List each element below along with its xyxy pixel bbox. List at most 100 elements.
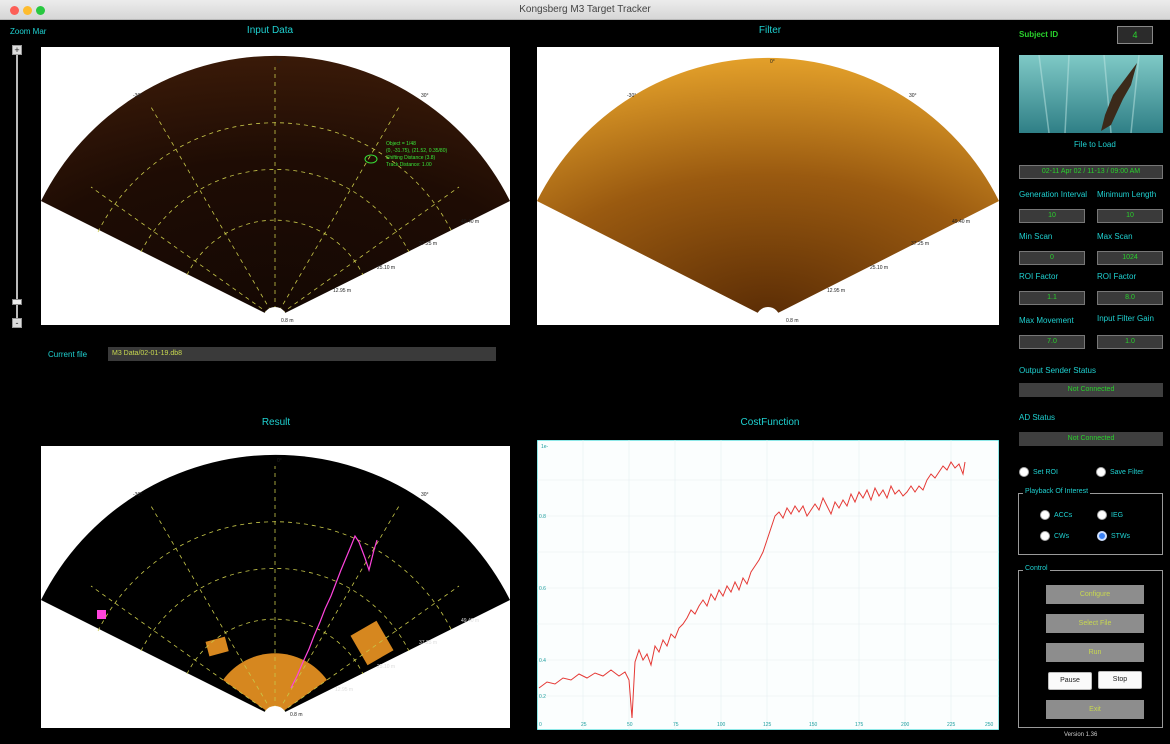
result-sonar-fan bbox=[41, 454, 510, 717]
sonar-origin bbox=[263, 307, 287, 325]
zoom-slider-handle[interactable] bbox=[12, 299, 22, 305]
max-movement-field[interactable]: 7.0 bbox=[1019, 335, 1085, 349]
input-data-panel[interactable]: Object = 1/48 (0, -31.75), (21.52, 0.35/… bbox=[41, 47, 510, 325]
playback-option-label: ACCs bbox=[1054, 511, 1073, 519]
range-ring bbox=[186, 219, 364, 276]
plot-frame bbox=[537, 440, 999, 730]
angle-label: 0° bbox=[770, 59, 775, 65]
range-label: 0.8 m bbox=[290, 712, 303, 718]
zoom-slider-track[interactable] bbox=[16, 55, 18, 320]
radio-dot[interactable] bbox=[1040, 531, 1050, 541]
cost-function-panel[interactable]: 0 25 50 75 100 125 150 175 200 225 250 1… bbox=[537, 440, 999, 730]
exit-button[interactable]: Exit bbox=[1046, 700, 1144, 719]
roi-region[interactable] bbox=[350, 620, 394, 666]
x-tick-label: 200 bbox=[901, 722, 910, 728]
filter-panel[interactable]: 0° -30° 30° 0.8 m 12.95 m 25.10 m 37.25 … bbox=[537, 47, 999, 325]
playback-option-stws[interactable]: STWs bbox=[1097, 531, 1130, 541]
tracked-target-marker[interactable] bbox=[364, 154, 378, 164]
zoom-label: Zoom Mar bbox=[10, 27, 47, 36]
range-label: 25.10 m bbox=[377, 664, 395, 670]
pause-button[interactable]: Pause bbox=[1048, 672, 1092, 690]
range-label: 12.95 m bbox=[333, 288, 351, 294]
range-label: 37.25 m bbox=[419, 241, 437, 247]
output-sender-status-label: Output Sender Status bbox=[1019, 366, 1096, 375]
range-label: 25.10 m bbox=[870, 265, 888, 271]
minimize-window-button[interactable] bbox=[23, 6, 32, 15]
playback-option-ieg[interactable]: IEG bbox=[1097, 510, 1123, 520]
radio-dot-selected[interactable] bbox=[1097, 531, 1107, 541]
playback-option-label: IEG bbox=[1111, 511, 1124, 519]
angle-label: -30° bbox=[627, 93, 636, 99]
result-title: Result bbox=[261, 417, 291, 428]
roi-factor-field[interactable]: 1.1 bbox=[1019, 291, 1085, 305]
roi-factor-label: ROI Factor bbox=[1019, 272, 1059, 281]
x-tick-label: 100 bbox=[717, 722, 726, 728]
radio-dot[interactable] bbox=[1040, 510, 1050, 520]
radio-dot[interactable] bbox=[1097, 510, 1107, 520]
zoom-out-button[interactable]: - bbox=[12, 318, 22, 328]
input-filter-gain-label: Input Filter Gain bbox=[1097, 314, 1154, 323]
version-label: Version 1.36 bbox=[1064, 732, 1098, 738]
range-label: 0.8 m bbox=[281, 318, 294, 324]
angle-label: -30° bbox=[133, 93, 142, 99]
bearing-line bbox=[274, 106, 400, 319]
zoom-window-button[interactable] bbox=[36, 6, 45, 15]
input-filter-gain-field[interactable]: 1.0 bbox=[1097, 335, 1163, 349]
subject-thumbnail bbox=[1019, 55, 1163, 133]
bearing-line bbox=[274, 585, 460, 718]
set-roi-radio[interactable]: Set ROI bbox=[1019, 467, 1058, 477]
generation-interval-field[interactable]: 10 bbox=[1019, 209, 1085, 223]
input-data-title: Input Data bbox=[246, 25, 294, 36]
playback-option-accs[interactable]: ACCs bbox=[1040, 510, 1072, 520]
run-button[interactable]: Run bbox=[1046, 643, 1144, 662]
output-sender-status: Not Connected bbox=[1019, 383, 1163, 397]
current-file-label: Current file bbox=[48, 350, 88, 359]
set-roi-label: Set ROI bbox=[1033, 468, 1058, 476]
angle-label: 30° bbox=[421, 492, 429, 498]
playback-group-title: Playback Of Interest bbox=[1023, 488, 1091, 495]
x-tick-label: 0 bbox=[539, 722, 542, 728]
zoom-slider[interactable]: + - bbox=[12, 45, 22, 330]
configure-button[interactable]: Configure bbox=[1046, 585, 1144, 604]
roi-factor-2-field[interactable]: 8.0 bbox=[1097, 291, 1163, 305]
file-to-load-field[interactable]: 02-11 Apr 02 / 11-13 / 09:00 AM bbox=[1019, 165, 1163, 179]
select-file-button[interactable]: Select File bbox=[1046, 614, 1144, 633]
angle-label: 0° bbox=[277, 458, 282, 464]
stop-button[interactable]: Stop bbox=[1098, 671, 1142, 689]
max-scan-field[interactable]: 1024 bbox=[1097, 251, 1163, 265]
range-label: 37.25 m bbox=[419, 640, 437, 646]
result-panel[interactable]: 0° -30° 30° 0.8 m 12.95 m 25.10 m 37.25 … bbox=[41, 446, 510, 728]
roi-factor-2-label: ROI Factor bbox=[1097, 272, 1137, 281]
y-tick-label: 0.2 bbox=[539, 694, 546, 700]
x-tick-label: 150 bbox=[809, 722, 818, 728]
zoom-in-button[interactable]: + bbox=[12, 45, 22, 55]
bearing-line bbox=[274, 186, 460, 319]
annotation-line: Shifting Distance (3.8) bbox=[386, 155, 436, 161]
subject-id-field[interactable]: 4 bbox=[1117, 26, 1153, 44]
minimum-length-field[interactable]: 10 bbox=[1097, 209, 1163, 223]
roi-region[interactable] bbox=[205, 636, 229, 657]
playback-option-cws[interactable]: CWs bbox=[1040, 531, 1069, 541]
filter-title: Filter bbox=[758, 25, 782, 36]
min-scan-field[interactable]: 0 bbox=[1019, 251, 1085, 265]
playback-option-label: STWs bbox=[1111, 532, 1131, 540]
current-file-field[interactable]: M3 Data/02-01-19.db8 bbox=[108, 347, 496, 361]
close-window-button[interactable] bbox=[10, 6, 19, 15]
x-tick-label: 250 bbox=[985, 722, 994, 728]
generation-interval-label: Generation Interval bbox=[1019, 190, 1088, 199]
save-filter-label: Save Filter bbox=[1110, 468, 1144, 476]
playback-group: Playback Of Interest bbox=[1018, 488, 1163, 555]
x-tick-label: 75 bbox=[673, 722, 679, 728]
radio-dot[interactable] bbox=[1019, 467, 1029, 477]
radio-dot[interactable] bbox=[1096, 467, 1106, 477]
range-ring bbox=[186, 618, 364, 675]
min-scan-label: Min Scan bbox=[1019, 232, 1053, 241]
max-movement-label: Max Movement bbox=[1019, 316, 1074, 325]
annotation-line: Track Distance: 1.00 bbox=[386, 162, 432, 168]
save-filter-radio[interactable]: Save Filter bbox=[1096, 467, 1143, 477]
bearing-line bbox=[90, 585, 276, 718]
range-label: 12.95 m bbox=[827, 288, 845, 294]
target-track-path bbox=[290, 534, 378, 689]
track-marker[interactable] bbox=[97, 610, 106, 619]
input-sonar-fan bbox=[41, 55, 510, 318]
